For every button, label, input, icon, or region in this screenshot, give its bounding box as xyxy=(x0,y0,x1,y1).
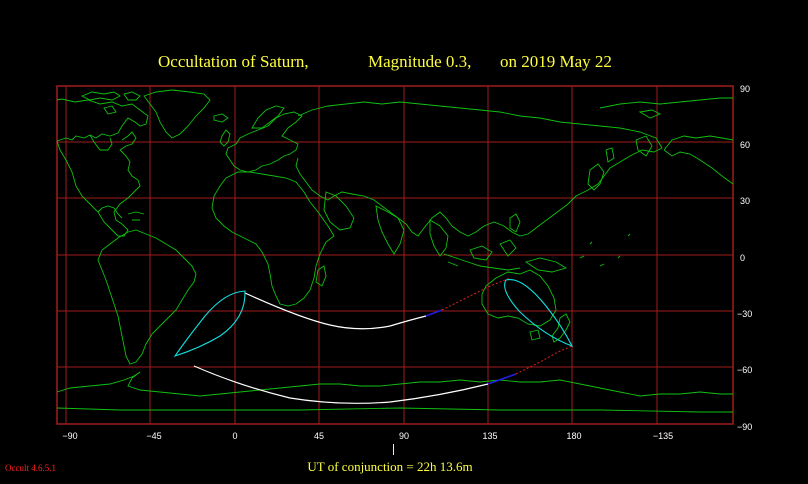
version-label: Occult 4.6.5.1 xyxy=(5,463,56,473)
coast-philippines xyxy=(509,213,521,233)
coast-new-zealand xyxy=(551,313,571,343)
coast-north-america-east xyxy=(56,131,141,237)
coast-indonesia xyxy=(443,239,521,271)
coast-india xyxy=(375,205,405,255)
coast-madagascar xyxy=(315,265,327,287)
title-magnitude: Magnitude 0.3, xyxy=(368,52,472,71)
lon-tick: −135 xyxy=(653,431,673,441)
coast-hudson xyxy=(89,134,113,151)
coast-north-america xyxy=(56,98,149,142)
coast-gulf-mexico xyxy=(97,205,123,219)
lon-tick: −45 xyxy=(146,431,161,441)
occultation-paths xyxy=(173,277,574,404)
coast-tasmania xyxy=(529,329,541,341)
grid-lines xyxy=(57,86,733,424)
lat-tick: 30 xyxy=(740,196,750,206)
title-date: on 2019 May 22 xyxy=(500,52,612,71)
coast-caribbean xyxy=(127,211,145,221)
latitude-tick-labels: 90 60 30 0 −30 −60 −90 xyxy=(737,84,752,432)
coast-south-america xyxy=(97,229,197,365)
coast-antarctica xyxy=(56,371,733,397)
coast-new-guinea xyxy=(524,257,568,273)
ut-conjunction: UT of conjunction = 22h 13.6m xyxy=(0,459,808,475)
title-object: Occultation of Saturn, xyxy=(158,52,309,71)
coast-antarctica-south xyxy=(56,407,733,413)
lat-tick: 60 xyxy=(740,140,750,150)
coast-japan xyxy=(587,163,605,191)
coastlines xyxy=(56,89,734,413)
northern-path-twilight xyxy=(425,309,443,317)
longitude-tick-labels: −90 −45 0 45 90 135 180 −135 xyxy=(62,431,673,441)
chart-title: Occultation of Saturn, Magnitude 0.3, on… xyxy=(0,52,808,76)
coast-asia xyxy=(295,101,663,237)
lon-tick: 180 xyxy=(566,431,581,441)
coast-sakhalin xyxy=(605,147,615,163)
lat-tick: −60 xyxy=(737,365,752,375)
coast-australia xyxy=(481,269,557,327)
coast-europe xyxy=(225,111,303,173)
west-limit-loop xyxy=(173,290,246,358)
coast-pacific-islands xyxy=(579,233,631,267)
southern-path-twilight xyxy=(487,373,517,385)
coast-arctic-ne xyxy=(599,97,733,119)
northern-path-daylight xyxy=(244,292,427,330)
lon-tick: 135 xyxy=(482,431,497,441)
northern-path-dashed xyxy=(441,277,511,311)
coast-iceland xyxy=(213,113,229,123)
lat-tick: 90 xyxy=(740,84,750,94)
coast-scandinavia xyxy=(251,105,285,129)
east-limit-loop xyxy=(504,278,574,347)
lat-tick: −30 xyxy=(737,309,752,319)
conjunction-marker xyxy=(393,444,394,455)
coast-britain xyxy=(219,129,231,147)
coast-africa xyxy=(211,171,335,307)
lat-tick: 0 xyxy=(740,253,745,263)
southern-path-dashed xyxy=(515,345,573,375)
coast-arctic-islands xyxy=(80,91,141,115)
lon-tick: 90 xyxy=(399,431,409,441)
coast-kamchatka xyxy=(635,135,653,157)
southern-path-daylight xyxy=(193,365,489,404)
lat-tick: −90 xyxy=(737,422,752,432)
lon-tick: −90 xyxy=(62,431,77,441)
coast-greenland xyxy=(143,89,211,139)
lon-tick: 45 xyxy=(314,431,324,441)
coast-indochina xyxy=(429,219,449,257)
ut-conjunction-label: UT of conjunction = 22h 13.6m xyxy=(307,459,473,474)
coast-arabia xyxy=(323,191,355,231)
coast-alaska xyxy=(663,135,734,185)
lon-tick: 0 xyxy=(232,431,237,441)
